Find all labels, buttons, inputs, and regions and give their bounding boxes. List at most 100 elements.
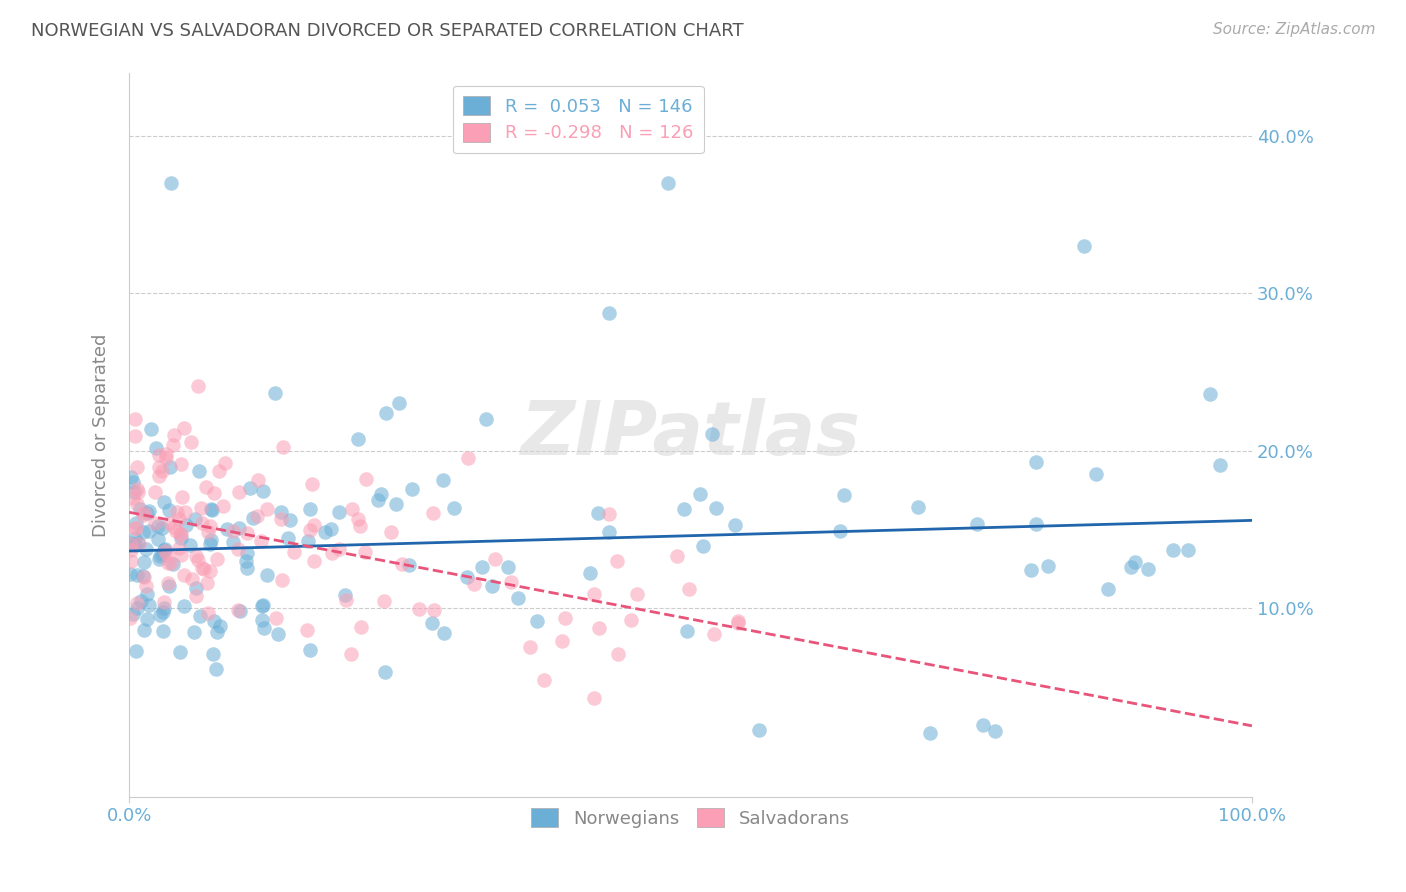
Point [180, 573, 202, 587]
Point [586, 506, 609, 520]
Point [198, 565, 221, 579]
Point [984, 723, 1007, 738]
Point [1073, 239, 1095, 253]
Point [145, 441, 167, 455]
Point [143, 516, 166, 530]
Point [457, 451, 479, 466]
Point [972, 717, 994, 731]
Point [256, 502, 278, 516]
Point [236, 526, 259, 541]
Point [136, 506, 159, 520]
Point [127, 497, 149, 511]
Legend: Norwegians, Salvadorans: Norwegians, Salvadorans [524, 801, 858, 835]
Point [204, 662, 226, 676]
Point [153, 495, 176, 509]
Point [242, 511, 264, 525]
Point [159, 459, 181, 474]
Point [127, 568, 149, 582]
Point [380, 525, 402, 540]
Point [689, 487, 711, 501]
Point [266, 627, 288, 641]
Point [205, 625, 228, 640]
Point [297, 534, 319, 549]
Point [215, 522, 238, 536]
Point [125, 596, 148, 610]
Point [606, 554, 628, 568]
Point [162, 438, 184, 452]
Point [197, 524, 219, 539]
Point [385, 497, 408, 511]
Point [1123, 555, 1146, 569]
Point [283, 545, 305, 559]
Point [966, 517, 988, 532]
Point [187, 379, 209, 393]
Point [172, 490, 194, 504]
Point [179, 538, 201, 552]
Point [299, 523, 322, 537]
Point [228, 604, 250, 618]
Point [256, 567, 278, 582]
Point [148, 448, 170, 462]
Point [328, 505, 350, 519]
Point [198, 519, 221, 533]
Point [250, 613, 273, 627]
Point [132, 506, 155, 520]
Point [138, 524, 160, 538]
Point [184, 582, 207, 596]
Point [146, 518, 169, 533]
Point [253, 621, 276, 635]
Point [471, 559, 494, 574]
Point [252, 598, 274, 612]
Point [456, 570, 478, 584]
Point [676, 624, 699, 638]
Point [153, 543, 176, 558]
Point [727, 616, 749, 631]
Point [423, 603, 446, 617]
Point [499, 575, 522, 590]
Point [153, 595, 176, 609]
Point [304, 518, 326, 533]
Point [1097, 582, 1119, 596]
Point [198, 537, 221, 551]
Point [127, 460, 149, 475]
Point [235, 554, 257, 568]
Point [422, 506, 444, 520]
Text: NORWEGIAN VS SALVADORAN DIVORCED OR SEPARATED CORRELATION CHART: NORWEGIAN VS SALVADORAN DIVORCED OR SEPA… [31, 22, 744, 40]
Point [1021, 563, 1043, 577]
Point [598, 305, 620, 319]
Point [146, 533, 169, 547]
Point [333, 589, 356, 603]
Point [727, 614, 749, 628]
Point [120, 611, 142, 625]
Point [263, 385, 285, 400]
Point [124, 485, 146, 500]
Point [128, 537, 150, 551]
Point [195, 576, 218, 591]
Point [484, 552, 506, 566]
Point [551, 634, 574, 648]
Point [148, 552, 170, 566]
Point [174, 505, 197, 519]
Point [335, 592, 357, 607]
Point [165, 524, 187, 538]
Point [120, 554, 142, 568]
Point [149, 549, 172, 563]
Point [122, 475, 145, 490]
Point [519, 640, 541, 655]
Point [124, 521, 146, 535]
Point [304, 554, 326, 568]
Point [134, 623, 156, 637]
Point [120, 537, 142, 551]
Point [152, 624, 174, 638]
Point [301, 476, 323, 491]
Point [443, 500, 465, 515]
Point [201, 503, 224, 517]
Point [124, 412, 146, 426]
Point [134, 555, 156, 569]
Point [166, 505, 188, 519]
Point [350, 620, 373, 634]
Point [481, 579, 503, 593]
Point [221, 535, 243, 549]
Point [236, 561, 259, 575]
Point [328, 541, 350, 556]
